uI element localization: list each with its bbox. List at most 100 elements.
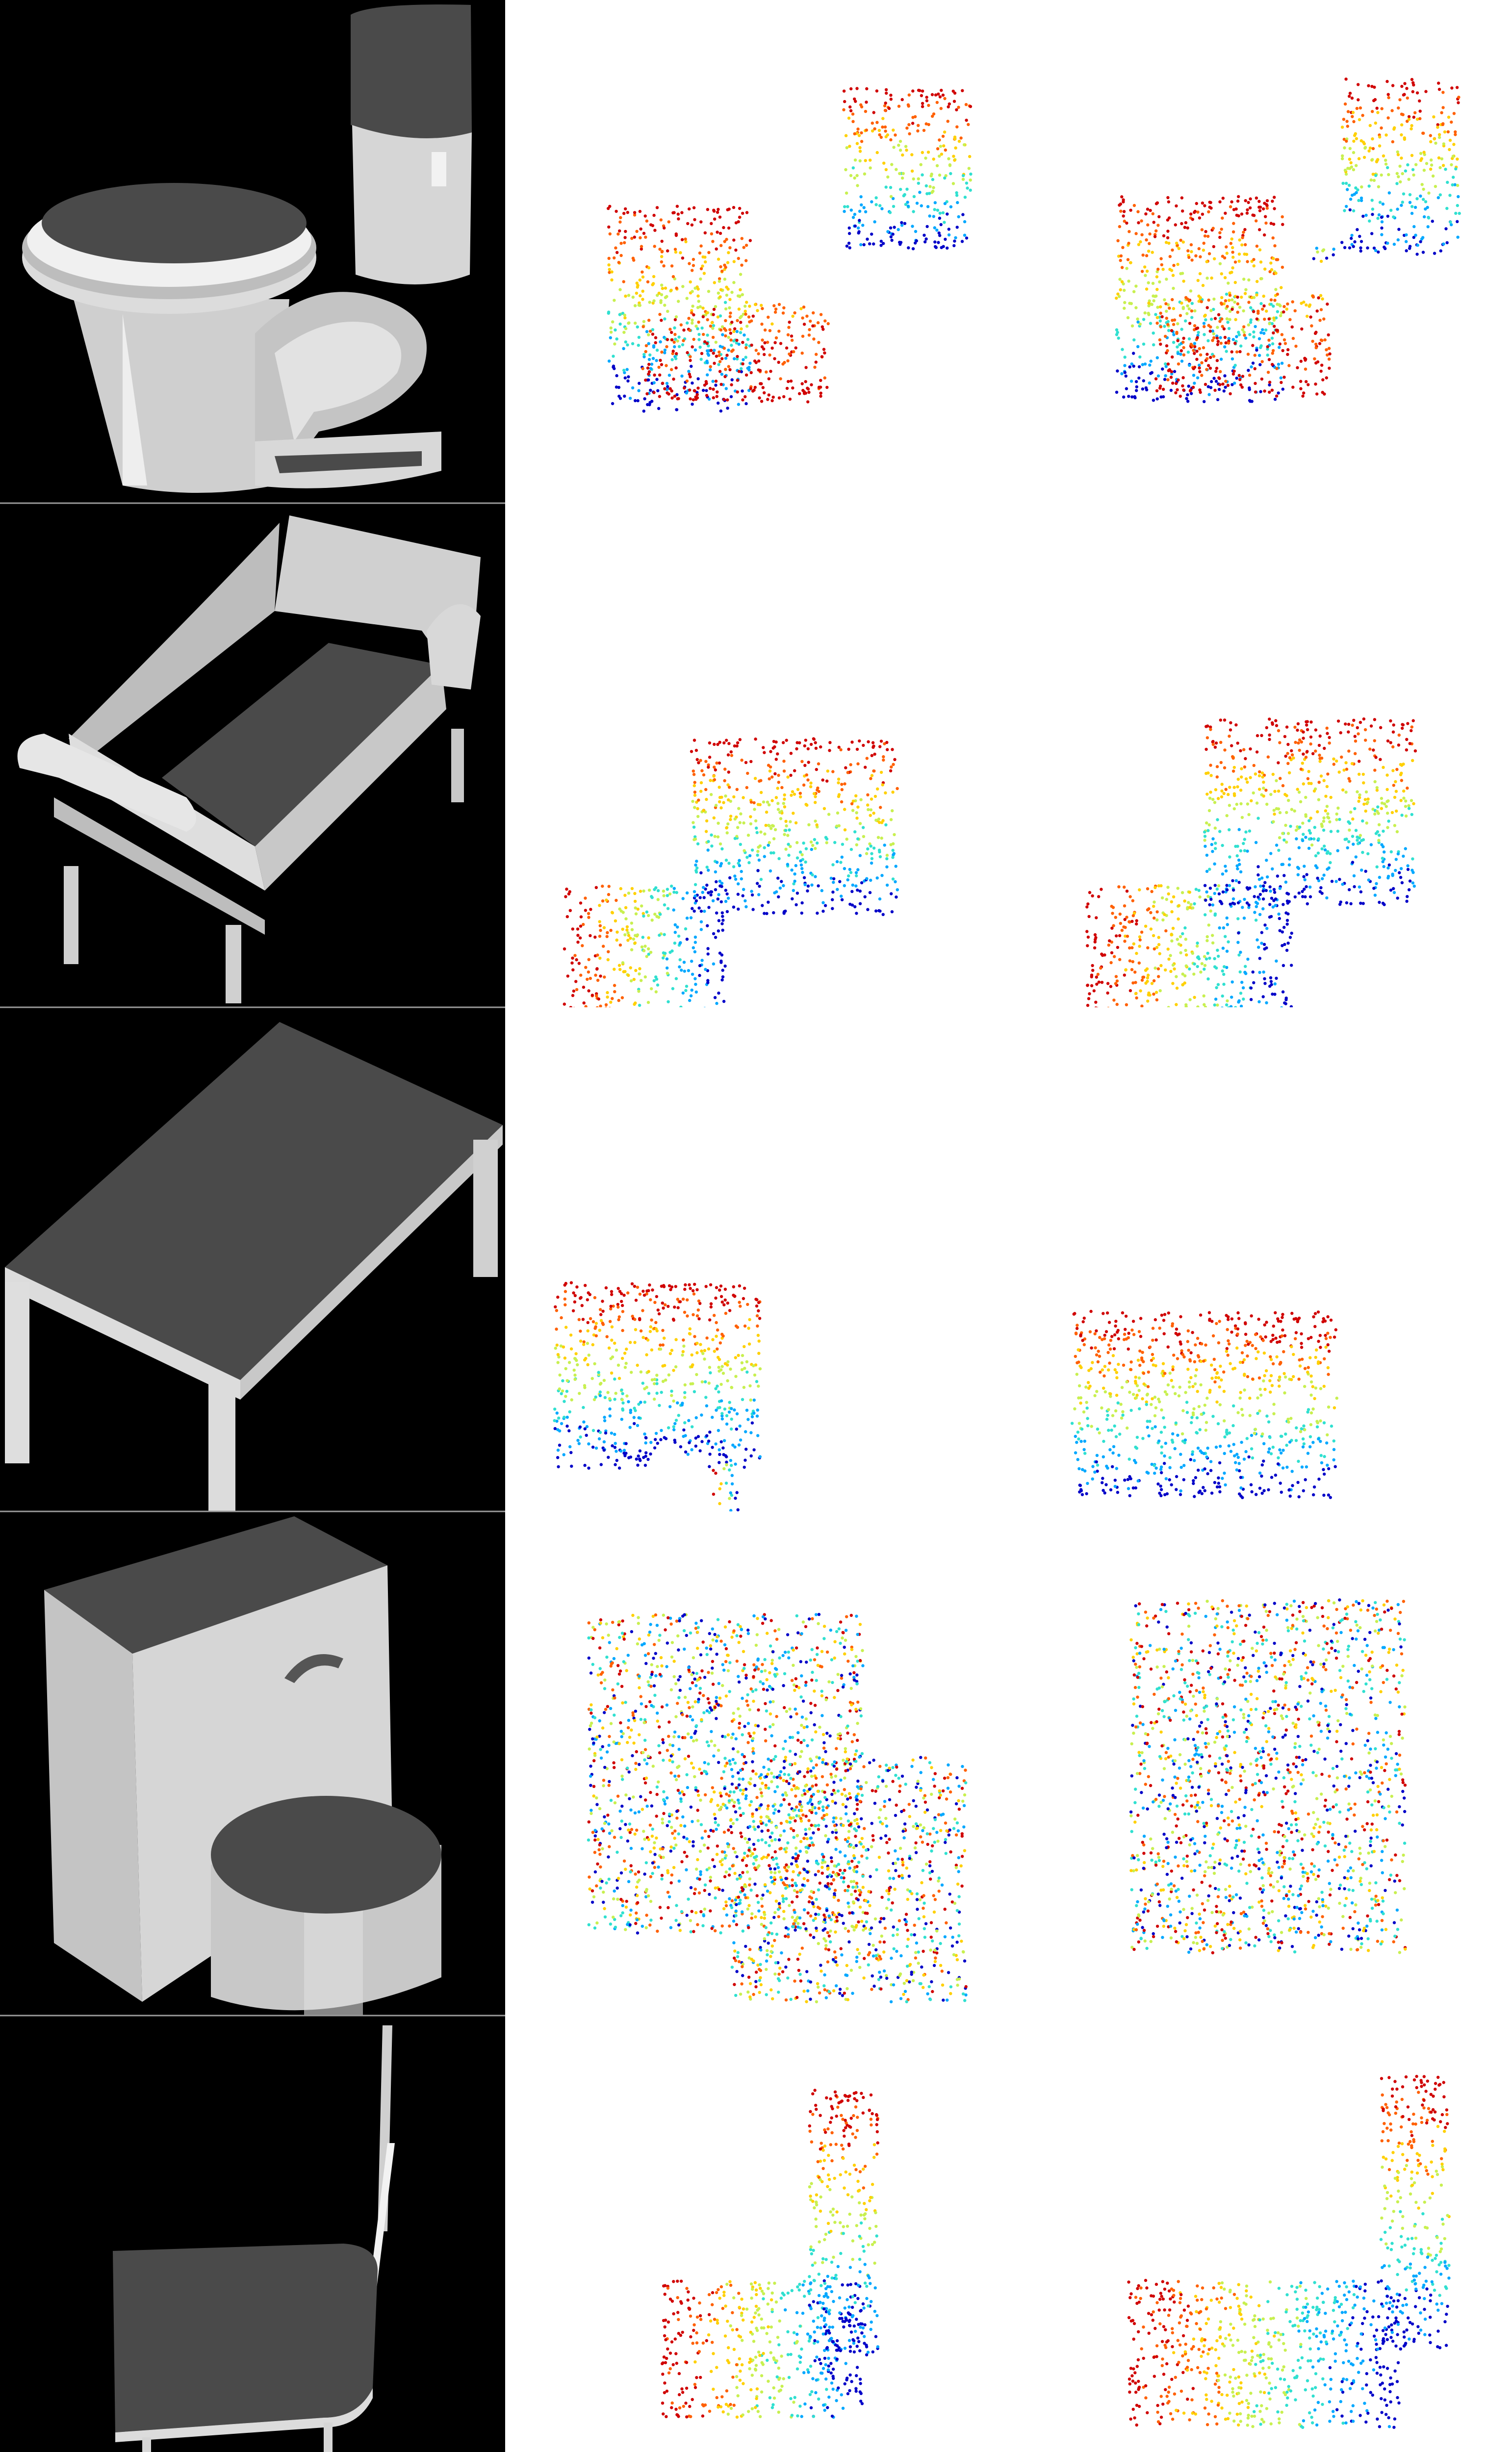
point-cloud-point bbox=[1276, 292, 1279, 296]
point-cloud-point bbox=[1408, 888, 1411, 892]
point-cloud-point bbox=[1216, 983, 1220, 986]
point-cloud-point bbox=[739, 316, 742, 320]
point-cloud-point bbox=[1345, 767, 1349, 771]
point-cloud-point bbox=[1359, 196, 1363, 200]
point-cloud-point bbox=[1341, 181, 1345, 185]
point-cloud-point bbox=[854, 871, 858, 874]
point-cloud-point bbox=[1356, 839, 1359, 842]
point-cloud-point bbox=[1095, 916, 1098, 920]
point-cloud-point bbox=[1091, 964, 1094, 968]
point-cloud-point bbox=[1213, 957, 1216, 960]
point-cloud-point bbox=[718, 761, 721, 765]
point-cloud-point bbox=[1271, 363, 1274, 366]
point-cloud-point bbox=[1213, 388, 1217, 392]
point-cloud-point bbox=[885, 865, 889, 868]
point-cloud-point bbox=[891, 197, 895, 201]
point-cloud-point bbox=[1419, 152, 1423, 155]
point-cloud-point bbox=[1136, 210, 1140, 213]
point-cloud-point bbox=[767, 393, 770, 397]
point-cloud-point bbox=[904, 203, 908, 206]
point-cloud-point bbox=[641, 275, 645, 279]
point-cloud-point bbox=[1170, 900, 1173, 904]
point-cloud-point bbox=[864, 210, 868, 213]
point-cloud-point bbox=[1186, 400, 1190, 403]
point-cloud-point bbox=[1263, 881, 1267, 884]
point-cloud-point bbox=[647, 947, 650, 950]
point-cloud-point bbox=[1268, 717, 1271, 721]
point-cloud-point bbox=[718, 314, 722, 318]
point-cloud-point bbox=[692, 1390, 696, 1393]
point-cloud-point bbox=[624, 294, 627, 298]
point-cloud-point bbox=[743, 1465, 746, 1469]
point-cloud-point bbox=[1146, 908, 1150, 912]
point-cloud-point bbox=[878, 204, 882, 207]
point-cloud-point bbox=[1275, 976, 1278, 980]
point-cloud-point bbox=[906, 204, 910, 208]
point-cloud-point bbox=[1277, 912, 1281, 916]
point-cloud-point bbox=[955, 125, 959, 128]
point-cloud-point bbox=[618, 322, 622, 326]
point-cloud-point bbox=[606, 1391, 610, 1394]
point-cloud-point bbox=[612, 355, 615, 358]
point-cloud-point bbox=[756, 1324, 759, 1328]
point-cloud-point bbox=[1242, 230, 1245, 234]
point-cloud-point bbox=[712, 816, 716, 819]
point-cloud-point bbox=[719, 244, 723, 247]
point-cloud-point bbox=[1208, 956, 1211, 960]
point-cloud-point bbox=[587, 916, 590, 919]
point-cloud-point bbox=[629, 1411, 632, 1414]
point-cloud-point bbox=[1272, 899, 1276, 902]
point-cloud-point bbox=[706, 1442, 710, 1445]
point-cloud-point bbox=[650, 400, 654, 403]
point-cloud-point bbox=[1358, 720, 1362, 724]
point-cloud-point bbox=[703, 1357, 706, 1361]
point-cloud-point bbox=[1154, 377, 1158, 381]
point-cloud-point bbox=[1318, 319, 1322, 322]
point-cloud-point bbox=[1272, 820, 1275, 823]
point-cloud-point bbox=[881, 125, 884, 129]
point-cloud-point bbox=[730, 320, 734, 324]
point-cloud-point bbox=[1184, 964, 1188, 968]
point-cloud-point bbox=[730, 754, 734, 757]
point-cloud-point bbox=[1364, 790, 1368, 794]
point-cloud-point bbox=[1177, 247, 1180, 250]
point-cloud-point bbox=[791, 314, 794, 318]
point-cloud-point bbox=[715, 1286, 718, 1289]
point-cloud-point bbox=[1256, 734, 1259, 738]
point-cloud-point bbox=[1237, 374, 1241, 377]
point-cloud-point bbox=[884, 185, 888, 189]
point-cloud-point bbox=[1254, 919, 1258, 922]
point-cloud-point bbox=[610, 1338, 614, 1342]
point-cloud-point bbox=[564, 895, 567, 898]
point-cloud-point bbox=[1203, 400, 1206, 404]
point-cloud-point bbox=[883, 104, 887, 107]
point-cloud-point bbox=[586, 1363, 589, 1366]
point-cloud-point bbox=[695, 800, 698, 804]
point-cloud-point bbox=[555, 1419, 559, 1423]
point-cloud-point bbox=[1180, 301, 1183, 305]
point-cloud-point bbox=[1138, 938, 1142, 942]
point-cloud-point bbox=[1302, 875, 1306, 878]
point-cloud-point bbox=[651, 332, 655, 336]
point-cloud-point bbox=[935, 164, 939, 167]
point-cloud-point bbox=[742, 1297, 745, 1301]
point-cloud-point bbox=[656, 898, 660, 901]
point-cloud-point bbox=[586, 1298, 589, 1302]
point-cloud-point bbox=[582, 985, 586, 989]
point-cloud-point bbox=[617, 1315, 621, 1319]
point-cloud-point bbox=[718, 280, 721, 283]
point-cloud-point bbox=[921, 89, 924, 93]
point-cloud-point bbox=[816, 841, 819, 845]
point-cloud-point bbox=[1273, 207, 1276, 210]
point-cloud-point bbox=[1207, 923, 1210, 927]
point-cloud-point bbox=[1429, 140, 1433, 144]
point-cloud-point bbox=[823, 904, 827, 907]
point-cloud-point bbox=[777, 330, 781, 333]
point-cloud-point bbox=[696, 842, 700, 845]
point-cloud-point bbox=[685, 391, 689, 395]
point-cloud-point bbox=[1125, 916, 1128, 919]
point-cloud-point bbox=[695, 1351, 699, 1354]
point-cloud-point bbox=[1219, 358, 1223, 361]
point-cloud-point bbox=[1167, 329, 1171, 332]
point-cloud-point bbox=[1300, 327, 1304, 331]
